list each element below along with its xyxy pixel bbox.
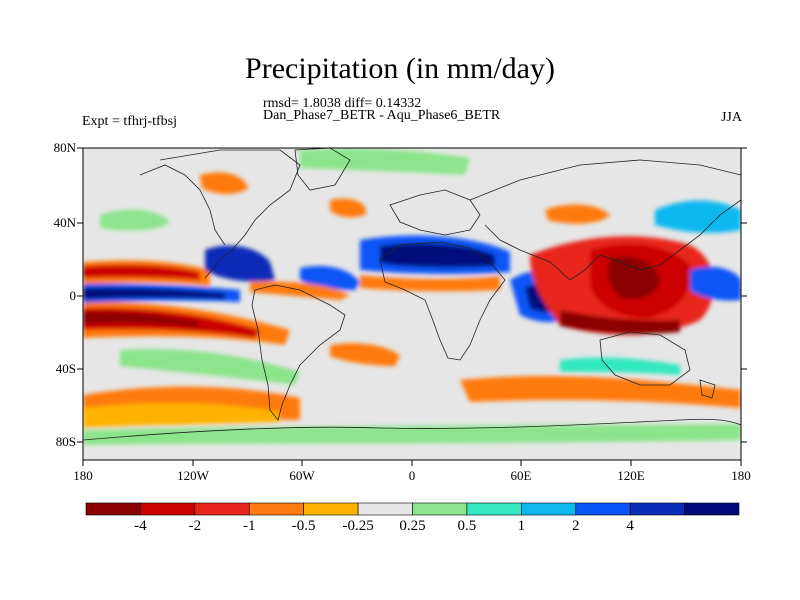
colorbar-label-4: -0.25 <box>342 518 374 534</box>
lon-tick-60w: 60W <box>289 468 315 483</box>
lon-tick-180e: 180 <box>731 468 751 483</box>
colorbar-swatch-2 <box>194 502 250 516</box>
colorbar-label-1: -2 <box>188 518 202 534</box>
colorbar-swatch-7 <box>466 502 522 516</box>
colorbar-swatch-1 <box>140 502 196 516</box>
field-layer <box>83 148 741 460</box>
lon-tick-60e: 60E <box>510 468 532 483</box>
colorbar-label-9: 4 <box>626 518 634 534</box>
colorbar-label-3: -0.5 <box>291 518 316 534</box>
colorbar-label-6: 0.5 <box>457 518 477 534</box>
stats-line: rmsd= 1.8038 diff= 0.14332 <box>263 96 422 111</box>
lat-tick-marks <box>77 147 747 443</box>
plot-title: Precipitation (in mm/day) <box>245 52 555 85</box>
colorbar-label-2: -1 <box>243 518 256 534</box>
lat-tick-0: 0 <box>69 288 77 303</box>
lat-tick-40n: 40N <box>53 215 76 230</box>
experiments-line: Dan_Phase7_BETR - Aqu_Phase6_BETR <box>263 108 501 123</box>
colorbar-swatch-4 <box>303 502 359 516</box>
colorbar-swatch-6 <box>412 502 468 516</box>
colorbar <box>85 502 740 516</box>
colorbar-swatch-3 <box>248 502 304 516</box>
season-label: JJA <box>720 110 742 125</box>
colorbar-swatch-0 <box>85 502 141 516</box>
colorbar-label-7: 1 <box>517 518 526 534</box>
colorbar-label-0: -4 <box>134 518 147 534</box>
colorbar-swatch-11 <box>684 502 740 516</box>
coastlines <box>83 148 741 441</box>
colorbar-swatch-9 <box>575 502 631 516</box>
lon-tick-120w: 120W <box>177 468 209 483</box>
lat-tick-40s: 40S <box>55 361 76 376</box>
lon-tick-0: 0 <box>408 468 416 483</box>
lon-tick-120e: 120E <box>617 468 645 483</box>
colorbar-label-5: 0.25 <box>399 518 426 534</box>
colorbar-swatch-10 <box>629 502 685 516</box>
lat-tick-80s: 80S <box>55 434 76 449</box>
lat-tick-80n: 80N <box>53 140 76 155</box>
colorbar-swatch-5 <box>357 502 413 516</box>
lon-tick-180w: 180 <box>73 468 93 483</box>
colorbar-label-8: 2 <box>572 518 580 534</box>
lon-tick-marks <box>82 460 742 466</box>
expt-label: Expt = tfhrj-tfbsj <box>82 114 177 129</box>
colorbar-swatch-8 <box>521 502 577 516</box>
